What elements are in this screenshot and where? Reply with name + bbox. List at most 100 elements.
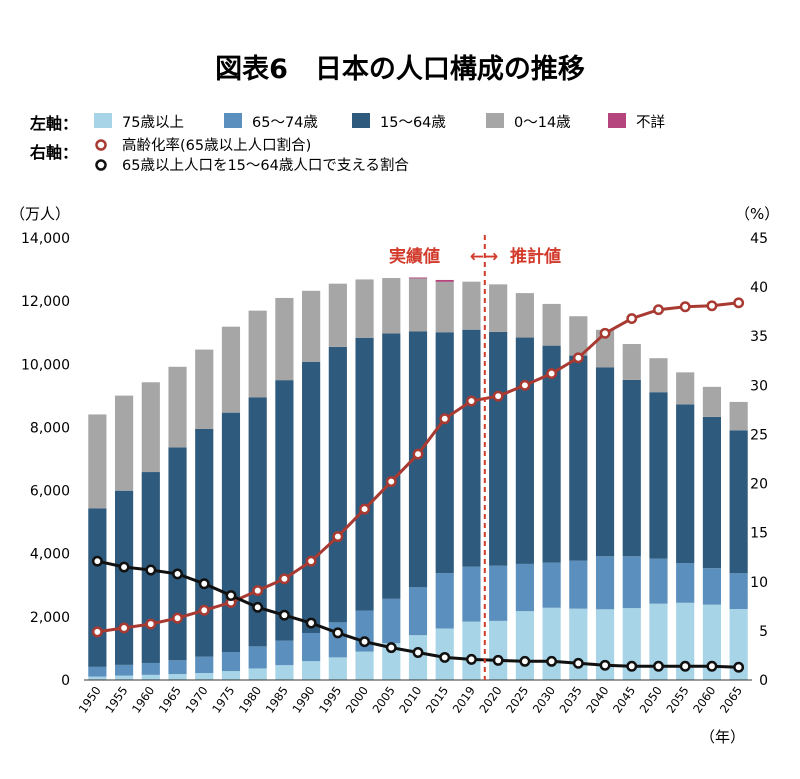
- bar-segment: [435, 279, 454, 282]
- bar-segment: [622, 379, 641, 557]
- x-tick-label: 2045: [610, 684, 638, 716]
- legend: 左軸： 右軸： 75歳以上 65～74歳 15～64歳 0～14歳 不詳 高齢化…: [29, 113, 665, 174]
- bar-segment: [168, 447, 187, 661]
- x-tick-label: 1960: [129, 684, 157, 716]
- line-point: [412, 647, 424, 658]
- line-point: [439, 651, 451, 663]
- x-tick-label: 1955: [102, 684, 130, 716]
- right-tick-label: 35: [750, 329, 768, 345]
- legend-label-75plus: 75歳以上: [122, 114, 184, 131]
- bar-segment: [168, 660, 187, 675]
- bar-segment: [141, 662, 160, 675]
- bar-segment: [195, 656, 214, 674]
- line-point: [332, 627, 344, 639]
- bar-segment: [729, 430, 748, 574]
- x-tick-label: 2035: [557, 684, 585, 716]
- bar-segment: [88, 666, 107, 677]
- line-series: [91, 297, 745, 673]
- bar-segment: [382, 333, 401, 599]
- bar-segment: [221, 651, 241, 672]
- line-point: [198, 578, 210, 590]
- line-point: [679, 301, 691, 313]
- bar-segment: [248, 310, 267, 398]
- line-point: [439, 413, 451, 425]
- bar-segment: [489, 284, 508, 332]
- bar-segment: [248, 646, 267, 669]
- bar-segment: [221, 326, 241, 413]
- bar-segment: [515, 293, 534, 338]
- line-point: [332, 531, 344, 543]
- bar-segment: [542, 303, 561, 346]
- x-tick-label: 2040: [583, 684, 611, 716]
- x-axis-unit: （年）: [700, 728, 745, 746]
- bar-segment: [114, 675, 134, 680]
- line-point: [653, 304, 664, 316]
- x-tick-label: 2000: [343, 684, 371, 716]
- bar-segment: [275, 665, 294, 680]
- legend-marker-aging-rate: [95, 139, 107, 151]
- x-axis-ticks: 1950195519601965197019751980198519901995…: [76, 684, 746, 716]
- bar-segment: [676, 602, 695, 680]
- bar-segment: [221, 671, 241, 680]
- bar-segment: [302, 361, 321, 633]
- x-tick-label: 2060: [690, 684, 718, 716]
- bar-segment: [702, 416, 722, 569]
- bar-segment: [542, 607, 561, 680]
- bar-segment: [88, 414, 107, 509]
- bar-segment: [302, 290, 321, 362]
- left-tick-label: 14,000: [21, 231, 70, 247]
- line-point: [252, 585, 264, 597]
- bar-segment: [676, 372, 695, 405]
- line-point: [305, 555, 317, 567]
- bar-segment: [88, 508, 107, 667]
- bar-segment: [622, 556, 641, 609]
- bar-segment: [114, 490, 134, 665]
- bar-segment: [622, 344, 641, 380]
- bar-segment: [302, 632, 321, 662]
- x-tick-label: 1995: [316, 684, 344, 716]
- bar-segment: [622, 608, 641, 680]
- line-point: [252, 601, 264, 613]
- bar-segment: [435, 281, 454, 333]
- right-tick-label: 30: [750, 378, 768, 394]
- bar-segment: [462, 281, 481, 330]
- x-tick-label: 2065: [717, 684, 745, 716]
- annotation-forecast: 推計値: [510, 246, 561, 267]
- right-axis-unit: （%）: [735, 205, 779, 223]
- line-point: [385, 476, 397, 488]
- right-tick-label: 15: [750, 526, 768, 542]
- left-tick-label: 2,000: [30, 610, 70, 626]
- bar-series: [88, 277, 748, 680]
- bar-segment: [729, 573, 748, 610]
- line-point: [733, 661, 745, 673]
- bar-segment: [462, 329, 481, 567]
- bar-segment: [408, 587, 428, 636]
- bar-segment: [248, 668, 267, 680]
- line-point: [305, 617, 317, 629]
- line-point: [599, 327, 611, 339]
- bar-segment: [275, 640, 294, 666]
- x-tick-label: 1965: [156, 684, 184, 716]
- x-tick-label: 2025: [503, 684, 531, 716]
- bar-segment: [88, 676, 107, 680]
- x-tick-label: 2030: [530, 684, 558, 716]
- x-tick-label: 1970: [182, 684, 210, 716]
- line-point: [465, 653, 477, 665]
- line-point: [572, 657, 584, 669]
- line-point: [412, 448, 424, 460]
- line-point: [492, 654, 504, 666]
- x-tick-label: 1990: [289, 684, 317, 716]
- line-point: [91, 555, 103, 567]
- annotation-actual: 実績値: [389, 246, 440, 267]
- bar-segment: [462, 566, 481, 622]
- bar-segment: [435, 573, 454, 629]
- bar-segment: [195, 428, 214, 657]
- line-point: [198, 604, 210, 616]
- bar-segment: [114, 395, 134, 491]
- left-tick-label: 6,000: [30, 484, 70, 500]
- bar-segment: [542, 345, 561, 563]
- line-point: [359, 503, 371, 515]
- bar-segment: [649, 358, 668, 393]
- right-tick-label: 45: [750, 231, 768, 247]
- legend-label-0-14: 0～14歳: [514, 114, 571, 131]
